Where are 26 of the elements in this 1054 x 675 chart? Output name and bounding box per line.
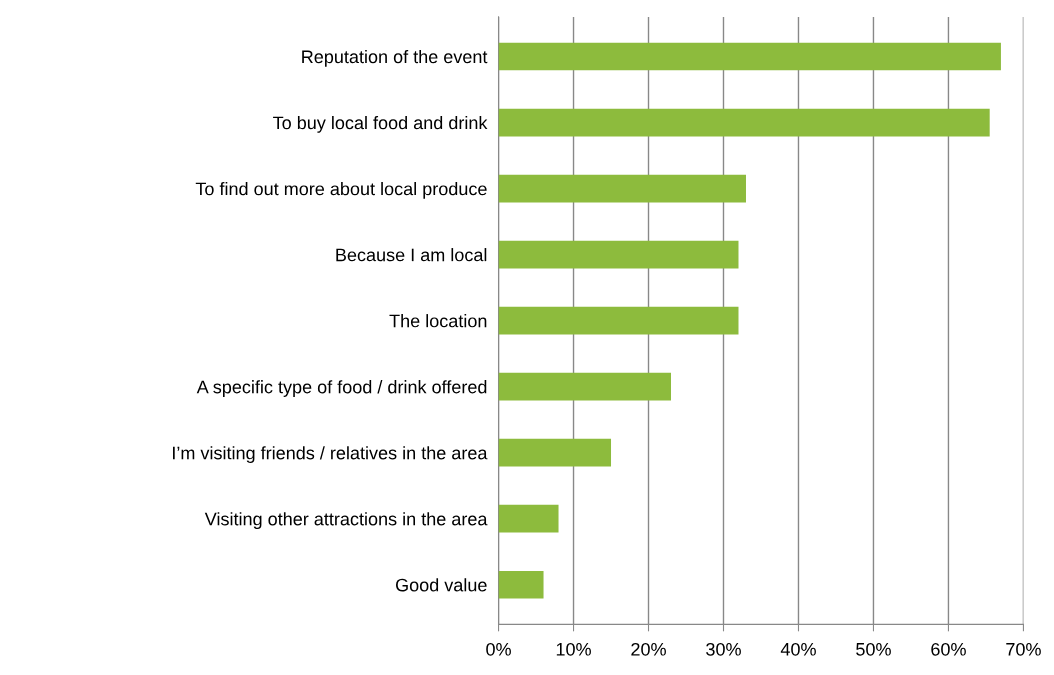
y-tick-label: Reputation of the event [302,49,488,67]
bar [498,42,1001,71]
y-tick-label: To buy local food and drink [273,115,488,133]
x-tick-label: 60% [931,642,966,656]
y-tick-label: A specific type of food / drink offered [196,380,487,397]
x-tick-label: 0% [486,642,511,656]
y-tick-label: Visiting other attractions in the area [204,512,488,530]
y-tick-label: To find out more about local produce [195,182,487,199]
x-tick-label: 70% [1006,642,1041,656]
x-tick-label: 30% [706,642,741,656]
y-tick-label: Good value [396,578,487,592]
bar [498,504,559,533]
bar [498,306,739,335]
y-tick-label: The location [389,314,487,328]
bar [498,438,612,467]
bar [498,174,746,203]
y-tick-label: I’m visiting friends / relatives in the area [173,446,488,463]
y-tick-label: Because I am local [336,248,487,262]
x-tick-label: 10% [556,642,591,656]
bar [498,108,990,137]
x-tick-label: 20% [631,642,666,656]
bar [498,570,544,599]
bar [498,240,739,269]
bar [498,372,672,401]
x-tick-label: 50% [856,642,891,656]
x-tick-label: 40% [780,642,816,656]
